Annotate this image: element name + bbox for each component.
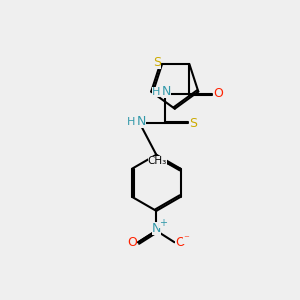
Text: N: N — [152, 221, 161, 235]
Text: N: N — [161, 85, 171, 98]
Text: ⁻: ⁻ — [183, 234, 189, 244]
Text: O: O — [176, 236, 185, 249]
Text: O: O — [214, 87, 223, 100]
Text: CH₃: CH₃ — [148, 155, 167, 166]
Text: +: + — [159, 218, 167, 228]
Text: H: H — [152, 87, 160, 97]
Text: S: S — [190, 117, 198, 130]
Text: H: H — [127, 117, 136, 127]
Text: S: S — [153, 56, 161, 69]
Text: O: O — [127, 236, 137, 249]
Text: N: N — [137, 115, 146, 128]
